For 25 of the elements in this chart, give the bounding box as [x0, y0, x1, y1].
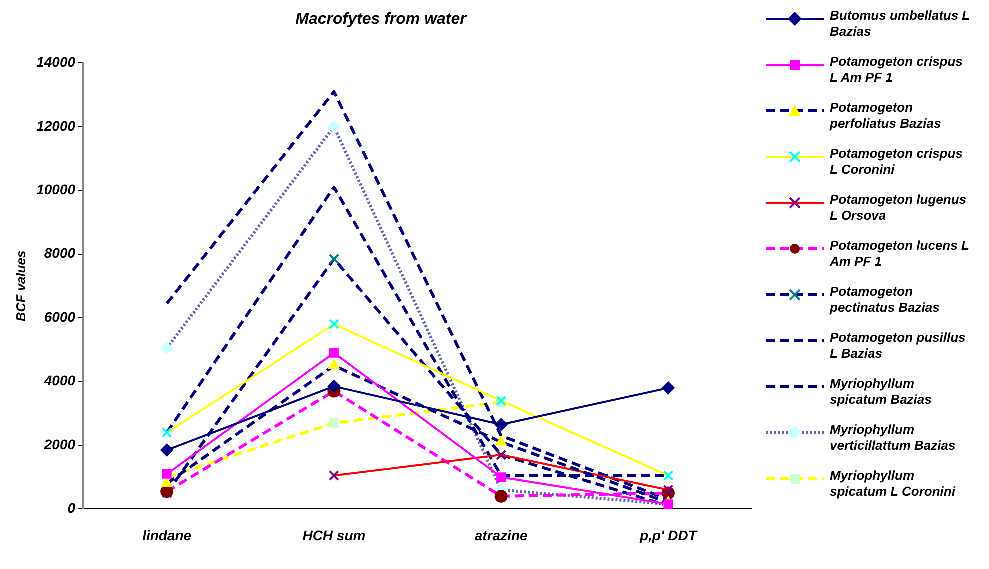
legend-label: Myriophyllum verticillattum Bazias — [830, 422, 957, 454]
x-tick-label: p,p' DDT — [638, 527, 698, 544]
legend-label: Potamogeton crispus L Am PF 1 — [830, 54, 964, 86]
legend-label: Potamogeton lugenus L Orsova — [830, 192, 968, 224]
legend-label: Butomus umbellatus L Bazias — [830, 8, 970, 40]
x-tick-label: lindane — [142, 527, 192, 544]
y-tick-label: 6000 — [44, 308, 76, 325]
legend-label: Potamogeton lucens L Am PF 1 — [830, 238, 970, 270]
x-tick-label: HCH sum — [302, 527, 366, 544]
legend-label: Potamogeton pectinatus Bazias — [830, 284, 941, 316]
y-tick-label: 0 — [68, 500, 76, 516]
y-tick-label: 10000 — [36, 181, 76, 198]
y-tick-label: 4000 — [43, 372, 76, 389]
y-tick-label: 12000 — [36, 118, 76, 134]
y-axis-title: BCF values — [13, 250, 28, 322]
legend-label: Potamogeton pusillus L Bazias — [830, 330, 967, 362]
y-tick-label: 2000 — [43, 436, 76, 452]
legend-label: Myriophyllum spicatum Bazias — [830, 376, 933, 408]
y-tick-label: 14000 — [36, 54, 76, 70]
chart-title: Macrofytes from water — [296, 11, 468, 28]
x-tick-label: atrazine — [474, 527, 528, 544]
legend-label: Potamogeton perfoliatus Bazias — [830, 100, 942, 132]
legend-label: Myriophyllum spicatum L Coronini — [830, 468, 957, 500]
y-tick-label: 8000 — [44, 245, 76, 262]
legend-label: Potamogeton crispus L Coronini — [830, 146, 964, 178]
